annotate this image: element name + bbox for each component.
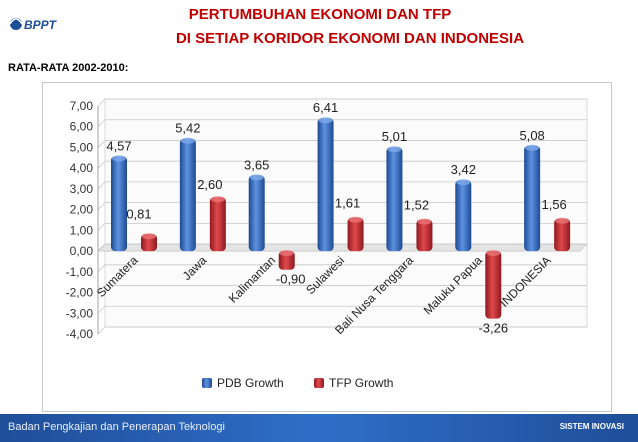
- gridline-depth: [97, 160, 106, 169]
- footer-org-name: Badan Pengkajian dan Penerapan Teknologi: [8, 421, 225, 433]
- data-label: 5,08: [519, 128, 544, 143]
- data-label: -0,90: [276, 272, 306, 287]
- footer-bar: Badan Pengkajian dan Penerapan Teknologi…: [0, 414, 638, 442]
- bar-top-highlight: [112, 155, 126, 162]
- data-label: 0,81: [126, 206, 151, 221]
- logo-text: BPPT: [24, 18, 58, 32]
- data-label: 6,41: [313, 100, 338, 115]
- bar-tfp: [554, 218, 571, 252]
- gridline-depth: [97, 326, 106, 335]
- gridline-depth: [97, 98, 106, 107]
- y-tick-label: 2,00: [70, 203, 94, 217]
- bar-pdb: [248, 175, 265, 252]
- bar-tfp: [416, 219, 433, 252]
- data-label: 4,57: [106, 138, 131, 153]
- y-tick-label: -1,00: [66, 265, 94, 279]
- bar-chart: -4,00 -3,00 -2,00 -1,00 0,00 1,00 2,00 3,00 4,00…: [42, 82, 612, 412]
- data-label: 1,52: [404, 198, 429, 213]
- legend-label-tfp: TFP Growth: [329, 376, 393, 390]
- bar-tfp: [485, 251, 502, 319]
- gridline-depth: [97, 305, 106, 314]
- bar-tfp: [347, 217, 364, 252]
- chart-subtitle: RATA-RATA 2002-2010:: [8, 62, 129, 74]
- chart-container: -4,00 -3,00 -2,00 -1,00 0,00 1,00 2,00 3,00 4,00…: [42, 82, 612, 412]
- data-label: -3,26: [478, 321, 508, 336]
- bar-top-highlight: [417, 218, 432, 225]
- footer-system-label: SISTEM INOVASI: [559, 422, 624, 431]
- page-title-line2: DI SETIAP KORIDOR EKONOMI DAN INDONESIA: [175, 30, 525, 47]
- page-title-line1: PERTUMBUHAN EKONOMI DAN TFP: [188, 6, 452, 23]
- data-label: 2,60: [197, 177, 222, 192]
- bar-top-highlight: [210, 196, 225, 203]
- bar-top-highlight: [279, 250, 294, 257]
- y-tick-label: 0,00: [70, 244, 94, 258]
- bar-top-highlight: [180, 137, 195, 144]
- bar-pdb: [179, 138, 196, 252]
- bar-top-highlight: [555, 217, 570, 224]
- bar-tfp: [209, 197, 226, 252]
- y-tick-label: 7,00: [70, 99, 94, 113]
- bar-top-highlight: [249, 174, 264, 181]
- bar-pdb: [317, 118, 334, 252]
- gridline-depth: [97, 140, 106, 148]
- gridline-depth: [97, 181, 106, 190]
- legend-swatch-pdb: [202, 378, 212, 388]
- legend-swatch-tfp: [314, 378, 324, 388]
- y-tick-label: 3,00: [70, 182, 94, 196]
- data-label: 3,65: [244, 157, 269, 172]
- data-label: 5,01: [382, 129, 407, 144]
- y-tick-label: -4,00: [66, 327, 94, 341]
- bar-pdb: [386, 147, 403, 252]
- data-label: 1,56: [541, 197, 566, 212]
- y-tick-label: 5,00: [70, 140, 94, 154]
- gridline-depth: [97, 264, 106, 273]
- gridline-depth: [97, 202, 106, 210]
- gridline-depth: [97, 223, 106, 231]
- data-label: 1,61: [335, 196, 360, 211]
- data-label: 5,42: [175, 121, 200, 136]
- bppt-logo: BPPT: [8, 10, 72, 42]
- bar-top-highlight: [486, 250, 501, 257]
- bar-top-highlight: [142, 233, 156, 240]
- bar-pdb: [111, 156, 127, 252]
- bar-tfp: [278, 251, 295, 270]
- zero-floor: [97, 243, 588, 252]
- bar-top-highlight: [525, 144, 540, 151]
- legend-label-pdb: PDB Growth: [217, 376, 284, 390]
- y-tick-label: 1,00: [70, 223, 94, 237]
- y-tick-label: 4,00: [70, 161, 94, 175]
- bar-top-highlight: [456, 179, 471, 186]
- y-tick-label: 6,00: [70, 120, 94, 134]
- gridline-depth: [97, 285, 106, 293]
- bar-pdb: [455, 180, 472, 252]
- y-tick-label: -3,00: [66, 306, 94, 320]
- y-tick-label: -2,00: [66, 286, 94, 300]
- bar-top-highlight: [318, 117, 333, 124]
- bar-top-highlight: [348, 216, 363, 223]
- data-label: 3,42: [451, 162, 476, 177]
- gridline-depth: [97, 119, 106, 128]
- bar-top-highlight: [387, 146, 402, 153]
- bar-pdb: [524, 145, 541, 252]
